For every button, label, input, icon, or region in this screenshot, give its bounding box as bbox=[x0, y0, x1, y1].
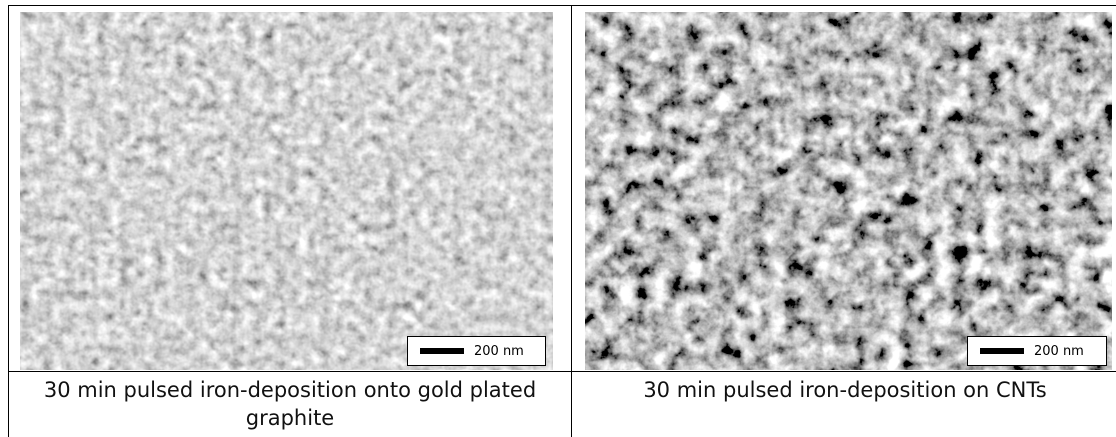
page: 200 nm 200 nm 30 min pulsed iron-deposit… bbox=[0, 0, 1116, 437]
table-border bbox=[8, 5, 9, 437]
sem-image bbox=[585, 12, 1112, 370]
scale-bar: 200 nm bbox=[967, 336, 1107, 366]
scale-label: 200 nm bbox=[1034, 344, 1084, 359]
caption: 30 min pulsed iron-deposition onto gold … bbox=[30, 376, 550, 432]
scale-bar: 200 nm bbox=[407, 336, 546, 366]
scale-label: 200 nm bbox=[474, 344, 524, 359]
sem-image bbox=[20, 12, 553, 370]
table-border bbox=[8, 371, 1116, 372]
caption: 30 min pulsed iron-deposition on CNTs bbox=[575, 376, 1115, 404]
table-border bbox=[8, 5, 1116, 6]
table-border bbox=[571, 5, 572, 437]
